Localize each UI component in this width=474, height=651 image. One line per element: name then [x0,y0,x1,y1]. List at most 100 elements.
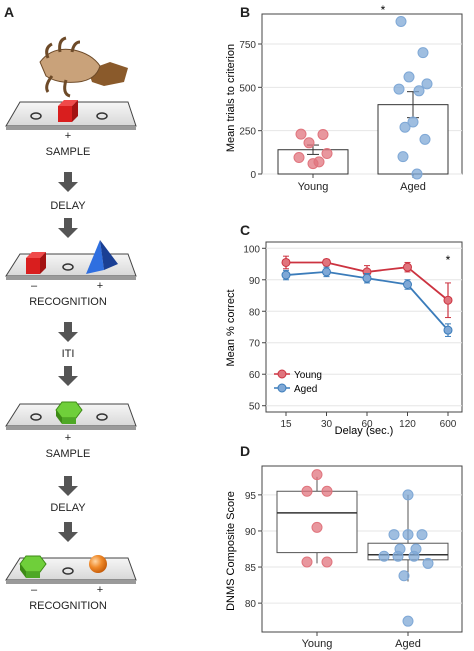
panel-b-label: B [240,4,251,20]
flow-arrows [58,172,78,542]
down-arrow-icon [58,218,78,238]
chart-c-series-line [285,271,449,331]
legend-young-label: Young [294,370,322,381]
chart-d-point [378,550,390,562]
chart-d-point [402,615,414,627]
step-delay-2: DELAY [50,502,86,514]
sample-plus-sign: + [64,130,72,142]
chart-b-point [407,116,419,128]
chart-b-point [293,152,305,164]
chart-b-point [399,121,411,133]
chart-b-bar [277,149,349,175]
chart-b-ytick-label: 750 [239,40,256,51]
step-iti: ITI [61,348,75,360]
chart-d-point [301,485,313,497]
chart-c-point [281,257,291,267]
panel-c-label: C [240,222,251,238]
task-flow-diagram [5,36,137,584]
chart-b-point [417,47,429,59]
chart-c-xtick-label: 120 [399,419,416,430]
chart-c-ytick-label: 100 [243,244,260,255]
chart-d-box [276,490,358,554]
recognition-plus-sign: + [96,584,104,596]
chart-c-legend: Young Aged [274,369,322,395]
chart-d-point [311,521,323,533]
chart-b-point [395,15,407,27]
chart-d-box [367,542,449,561]
recognition-minus-sign: – [30,584,38,596]
chart-d-point [410,543,422,555]
chart-c-point [362,267,372,277]
chart-c-ytick-label: 80 [249,307,261,318]
chart-b-point [295,128,307,140]
chart-c-ytick-label: 60 [249,370,261,381]
chart-b-point [307,158,319,170]
orange-ball-icon [89,555,107,573]
chart-d-point [392,550,404,562]
chart-c-xlabel: Delay (sec.) [335,425,394,437]
panel-d-label: D [240,443,251,459]
chart-d-point [398,570,410,582]
down-arrow-icon [58,476,78,496]
chart-d-point [394,543,406,555]
tray-recognition-1 [5,253,137,280]
chart-c-point [443,325,453,335]
blue-pyramid-icon [86,240,118,274]
chart-b-plot-area [261,13,463,175]
chart-c-point [443,295,453,305]
step-sample-2: SAMPLE [45,448,91,460]
chart-b-significance-star: * [381,3,386,17]
chart-d-ytick-label: 95 [245,491,257,502]
chart-c-point [322,257,331,267]
down-arrow-icon [58,322,78,342]
chart-d-ytick-label: 90 [245,527,257,538]
legend-aged-marker [277,383,287,393]
chart-c-point [322,267,331,277]
recognition-minus-sign: – [30,280,38,292]
chart-b-point [393,83,405,95]
chart-b-ytick-label: 250 [239,127,256,138]
chart-d-point [402,489,414,501]
step-recognition-2: RECOGNITION [29,600,107,612]
chart-d-point [402,529,414,541]
chart-c-xtick-label: 30 [321,419,333,430]
chart-d-point [311,469,323,481]
chart-b-xtick-label: Aged [400,181,426,193]
chart-d-ytick-label: 85 [245,563,257,574]
legend-young-marker [277,369,287,379]
chart-b-point [303,137,315,149]
monkey-hand-icon [39,36,128,98]
chart-c-xtick-label: 600 [440,419,457,430]
chart-b-point [317,128,329,140]
chart-d-xtick-label: Aged [395,638,421,650]
chart-c-xtick-label: 60 [361,419,373,430]
chart-b-point [397,151,409,163]
chart-b-point [321,148,333,160]
chart-b-ytick-label: 0 [250,170,256,181]
chart-b-point [313,156,325,168]
chart-d-ytick-label: 80 [245,599,257,610]
chart-c-xtick-label: 15 [280,419,292,430]
legend-aged-label: Aged [294,384,317,395]
chart-c-ytick-label: 90 [249,276,261,287]
chart-c-point [362,273,372,283]
sample-plus-sign: + [64,432,72,444]
chart-c-ytick-label: 50 [249,402,261,413]
chart-d-plot-area [261,465,463,633]
chart-b-ytick-label: 500 [239,83,256,94]
chart-c-plot-area [265,241,463,413]
green-hexagon-icon [55,401,83,424]
chart-d-point [301,556,313,568]
chart-c-point [403,262,412,272]
step-sample-1: SAMPLE [45,146,91,158]
chart-b-point [421,78,433,90]
down-arrow-icon [58,172,78,192]
chart-b-point [419,133,431,145]
panel-a-label: A [4,4,15,20]
chart-c-point [281,270,291,280]
chart-d-point [422,557,434,569]
chart-b-point [411,168,423,180]
down-arrow-icon [58,366,78,386]
chart-d-point [416,529,428,541]
chart-b-xtick-label: Young [298,181,329,193]
